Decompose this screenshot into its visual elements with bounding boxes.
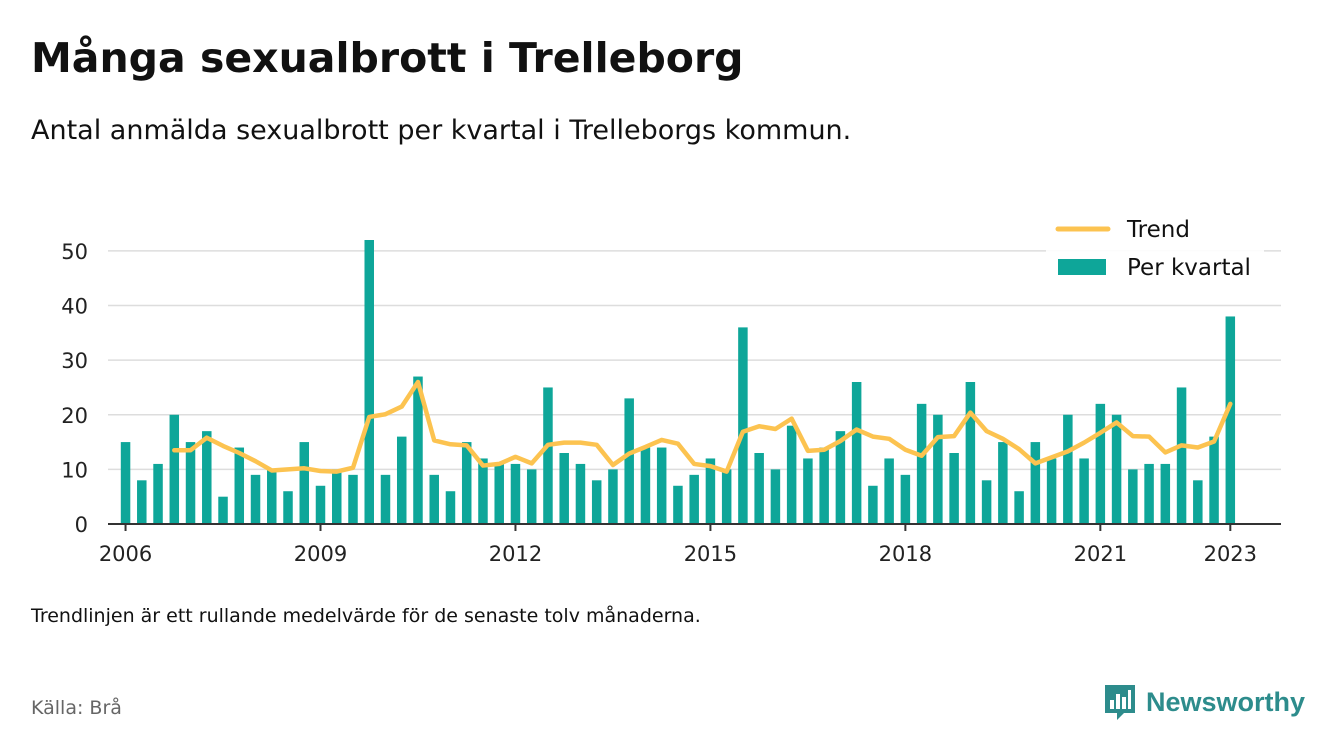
bar [738,327,748,524]
y-tick-label: 50 [61,240,88,264]
legend-background [1046,212,1264,294]
bar [1225,316,1236,524]
bar [283,491,293,524]
bar [364,240,374,524]
bar [608,469,618,524]
legend-swatch-bars [1058,259,1106,275]
bar [153,463,163,524]
bar [250,474,261,524]
bar [851,382,862,524]
bar [868,485,878,524]
bar [299,442,310,524]
newsworthy-logo: Newsworthy [1102,682,1305,722]
bar [120,442,131,524]
bar [413,376,423,524]
bar [543,387,553,524]
bar [933,414,943,524]
bar [526,469,537,524]
source-label: Källa: Brå [31,697,122,719]
bar [478,458,488,524]
bar [218,496,228,524]
bar [494,463,504,524]
chart-title: Många sexualbrott i Trelleborg [31,34,744,82]
bar [786,425,797,524]
y-tick-label: 0 [75,513,88,537]
bar [559,453,569,524]
bar [1046,458,1057,524]
bar [1193,480,1203,524]
bar [396,436,407,524]
bar [1128,469,1138,524]
x-tick-label: 2012 [489,542,542,566]
x-tick-label: 2009 [294,542,347,566]
x-tick-label: 2023 [1204,542,1257,566]
bar [1111,414,1122,524]
bar [803,458,813,524]
bar [835,431,846,524]
bar [575,463,586,524]
bar [998,442,1008,524]
bar [202,431,212,524]
bar [1209,436,1219,524]
trend-line-group [172,379,1233,474]
chart-subtitle: Antal anmälda sexualbrott per kvartal i … [31,115,852,146]
bar [380,474,391,524]
y-tick-label: 30 [61,349,88,373]
bar [624,398,634,524]
bar [770,469,781,524]
brand-name: Newsworthy [1146,686,1306,717]
bar [234,447,245,524]
bar [510,463,521,524]
y-tick-label: 40 [61,295,88,319]
bar [965,382,976,524]
bar [1095,403,1106,524]
bar [754,453,764,524]
bar [591,480,602,524]
bar [1063,414,1073,524]
x-tick-label: 2018 [879,542,932,566]
bar [705,458,716,524]
bar [461,442,472,524]
bar [169,414,180,524]
bar [137,480,147,524]
bar [332,469,342,524]
legend-label: Trend [1126,217,1190,243]
bar [673,485,683,524]
y-tick-label: 10 [61,458,88,482]
bar [348,474,358,524]
bar [949,453,959,524]
bar [1160,463,1171,524]
x-tick-label: 2021 [1074,542,1127,566]
bar [267,469,277,524]
axes: 0 10 20 30 40 50 2006 2009 2012 2015 2018 2021 2023 [61,240,1281,566]
bar [315,485,326,524]
bar [185,442,196,524]
legend-label: Per kvartal [1127,255,1251,281]
trend-line [172,379,1233,474]
bar [656,447,667,524]
bar [819,447,829,524]
bar [916,403,927,524]
bar [1079,458,1089,524]
x-tick-label: 2015 [684,542,737,566]
quarterly-bars [120,240,1236,524]
bar [1030,442,1041,524]
x-tick-label: 2006 [99,542,152,566]
legend: Trend Per kvartal [1046,212,1264,294]
newsworthy-logo-icon [1105,685,1135,720]
bar [1144,463,1154,524]
bar [884,458,894,524]
bar [721,469,732,524]
bar [1176,387,1187,524]
bar [445,491,456,524]
bar [429,474,439,524]
bar [689,474,699,524]
y-tick-label: 20 [61,404,88,428]
bar [900,474,911,524]
trend-footnote: Trendlinjen är ett rullande medelvärde f… [31,605,701,627]
bar [981,480,992,524]
bar [640,447,651,524]
bar [1014,491,1024,524]
